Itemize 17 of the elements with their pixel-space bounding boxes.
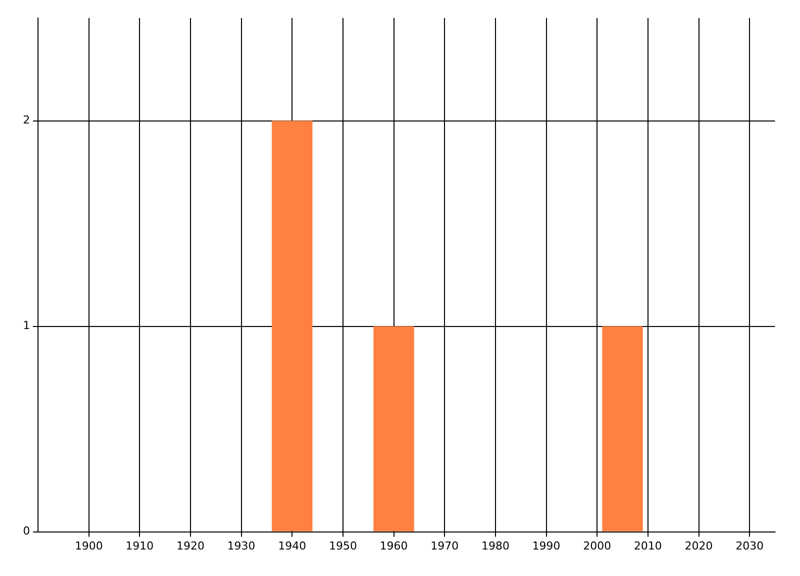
x-tick-label: 1910 bbox=[126, 539, 154, 552]
x-tick-label: 2000 bbox=[583, 539, 612, 552]
x-tick-label: 1930 bbox=[227, 539, 256, 552]
x-tick-label: 1920 bbox=[176, 539, 204, 552]
x-tick-label: 2030 bbox=[736, 539, 764, 552]
x-tick-label: 1900 bbox=[74, 539, 103, 552]
y-tick-label: 1 bbox=[23, 319, 30, 332]
x-tick-label: 1980 bbox=[481, 539, 510, 552]
x-tick-label: 1940 bbox=[278, 539, 306, 552]
x-tick-label: 2010 bbox=[634, 539, 662, 552]
y-tick-label: 0 bbox=[23, 524, 30, 538]
x-tick-label: 2020 bbox=[684, 539, 713, 552]
x-tick-label: 1970 bbox=[430, 539, 459, 552]
y-tick-label: 2 bbox=[23, 114, 30, 127]
x-tick-label: 1950 bbox=[328, 539, 357, 552]
x-tick-label: 1990 bbox=[532, 539, 560, 552]
x-tick-label: 1960 bbox=[380, 539, 408, 552]
